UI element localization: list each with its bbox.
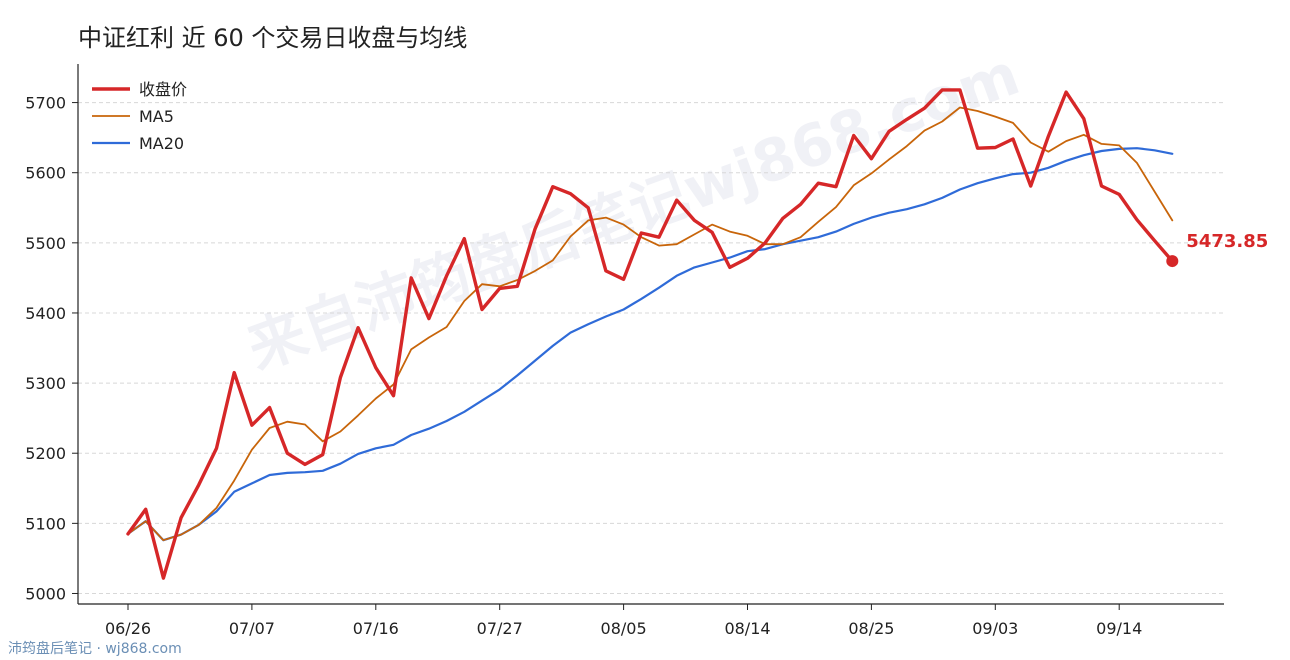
x-tick-label: 07/07	[229, 619, 275, 638]
x-tick-label: 09/14	[1096, 619, 1142, 638]
last-close-label: 5473.85	[1186, 231, 1268, 252]
legend: 收盘价 MA5 MA20	[92, 80, 187, 153]
x-tick-label: 08/05	[601, 619, 647, 638]
y-tick-label: 5200	[25, 444, 66, 463]
series-lines	[126, 88, 1175, 580]
y-tick-label: 5000	[25, 584, 66, 603]
legend-close-label: 收盘价	[139, 80, 187, 99]
y-tick-label: 5100	[25, 514, 66, 533]
y-tick-label: 5500	[25, 234, 66, 253]
x-tick-label: 09/03	[972, 619, 1018, 638]
legend-ma5-label: MA5	[139, 107, 174, 126]
footer-source: 沛筠盘后笔记 · wj868.com	[8, 641, 182, 657]
x-tick-label: 07/27	[477, 619, 523, 638]
legend-ma20-label: MA20	[139, 134, 184, 153]
y-tick-label: 5400	[25, 304, 66, 323]
ma5-line	[127, 106, 1174, 542]
x-tick-label: 06/26	[105, 619, 151, 638]
ma20-line	[126, 147, 1174, 542]
y-tick-label: 5300	[25, 374, 66, 393]
x-tick-label: 08/14	[724, 619, 770, 638]
chart-title: 中证红利 近 60 个交易日收盘与均线	[78, 24, 468, 52]
y-tick-label: 5600	[25, 164, 66, 183]
annotations: 5473.85	[1166, 231, 1268, 268]
axes: 5000 5100 5200 5300 5400 5500 5600 5700 06/26 07/…	[25, 64, 1224, 638]
x-tick-label: 08/25	[848, 619, 894, 638]
y-tick-label: 5700	[25, 94, 66, 113]
last-close-marker	[1166, 255, 1179, 268]
x-tick-label: 07/16	[353, 619, 399, 638]
close-price-line	[126, 88, 1175, 580]
gridlines	[78, 102, 1224, 594]
